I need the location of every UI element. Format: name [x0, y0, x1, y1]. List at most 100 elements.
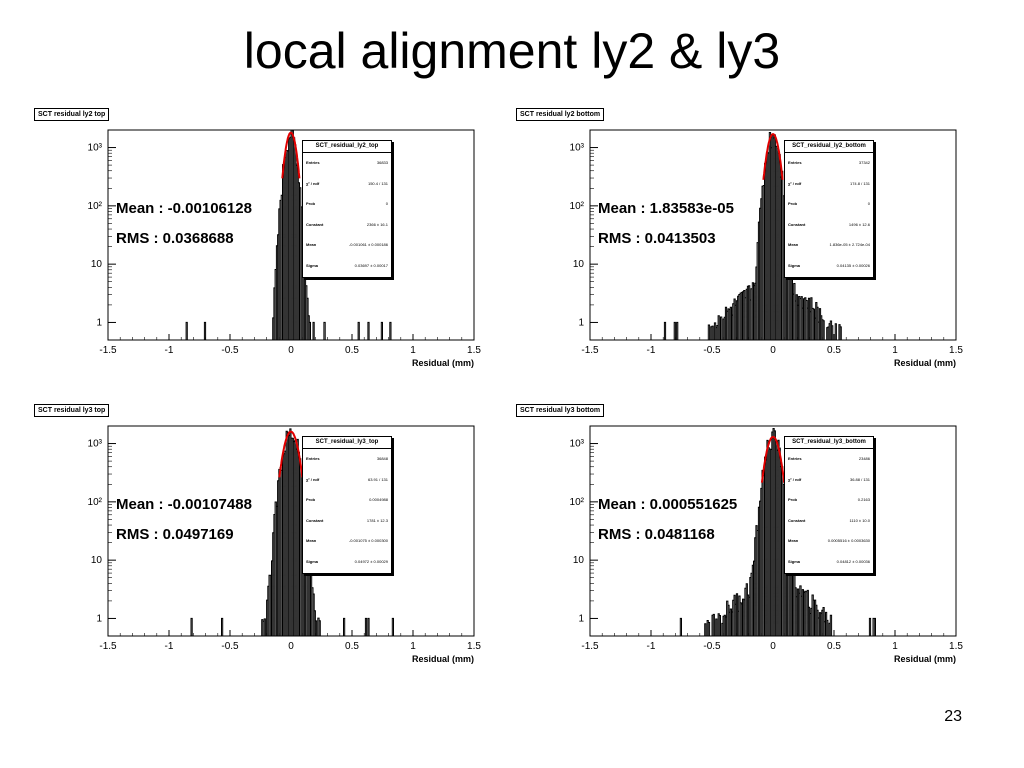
- stat-label: χ² / ndf: [788, 476, 802, 482]
- y-tick-label: 10²: [88, 201, 103, 212]
- x-tick-label: 1: [410, 641, 416, 652]
- stat-value: 37342: [858, 160, 870, 165]
- stats-title: SCT_residual_ly2_top: [303, 141, 391, 153]
- stats-box: SCT_residual_ly3_bottom Entries 23486 χ² / …: [784, 436, 874, 574]
- stat-value: 1110 ± 10.0: [849, 517, 870, 523]
- y-tick-label: 10: [573, 259, 585, 270]
- x-tick-label: -1.5: [581, 641, 599, 652]
- stat-value: 1496 ± 12.6: [848, 221, 870, 227]
- panel-tag: SCT residual ly3 top: [34, 404, 110, 417]
- y-tick-label: 10³: [570, 143, 585, 154]
- stat-label: Entries: [306, 456, 320, 461]
- x-tick-label: -1: [165, 641, 174, 652]
- slide-title: local alignment ly2 & ly3: [243, 23, 781, 79]
- stat-value: 0.04135 ± 0.00026: [836, 262, 870, 268]
- stat-value: 0.04812 ± 0.00036: [836, 558, 870, 564]
- gaussian-fit-curve: [762, 133, 784, 180]
- rms-annotation: RMS : 0.0497169: [116, 526, 234, 543]
- stat-row: Prob 0.0004988: [303, 490, 391, 511]
- y-tick-label: 1: [578, 317, 584, 328]
- x-tick-label: -0.5: [221, 345, 239, 356]
- stat-value: 0.03697 ± 0.00017: [354, 262, 388, 268]
- stat-row: Mean 0.0005516 ± 0.0003630: [785, 531, 873, 552]
- histogram-svg: -1.5 -1 -0.5 0 0.5 1 1.5 1 10 10² 10³ Residual (mm): [88, 129, 481, 368]
- y-tick-label: 1: [96, 317, 102, 328]
- x-tick-label: 0: [288, 345, 294, 356]
- stat-value: 36833: [376, 160, 388, 165]
- x-tick-label: 0.5: [827, 641, 841, 652]
- stat-row: χ² / ndf 174.8 / 131: [785, 174, 873, 195]
- x-tick-label: -1: [647, 345, 656, 356]
- rms-annotation: RMS : 0.0481168: [598, 526, 715, 543]
- stat-label: Entries: [788, 456, 802, 461]
- stat-label: χ² / ndf: [306, 476, 320, 482]
- stat-label: Constant: [788, 517, 806, 523]
- stat-value: 0.0004988: [369, 497, 388, 502]
- stat-label: Sigma: [788, 558, 801, 564]
- y-tick-label: 10²: [570, 201, 585, 212]
- x-tick-label: 1: [410, 345, 416, 356]
- gaussian-fit-curve: [760, 435, 786, 483]
- histogram-panel-ly3-top: -1.5 -1 -0.5 0 0.5 1 1.5 1 10 10² 10³ Residual (mm)…: [32, 404, 492, 684]
- stat-value: 63.91 / 131: [367, 476, 388, 482]
- stat-row: Mean 1.836e-05 ± 2.724e-04: [785, 235, 873, 256]
- stat-label: Entries: [788, 160, 802, 165]
- stats-title: SCT_residual_ly3_bottom: [785, 437, 873, 449]
- stats-title: SCT_residual_ly3_top: [303, 437, 391, 449]
- stat-value: 174.8 / 131: [849, 180, 870, 186]
- stat-row: Mean -0.001061 ± 0.000186: [303, 235, 391, 256]
- x-tick-label: -1: [647, 641, 656, 652]
- stat-label: Mean: [306, 242, 317, 247]
- x-tick-label: 1.5: [467, 345, 481, 356]
- stat-label: Mean: [788, 538, 799, 543]
- stat-label: Prob: [788, 201, 798, 206]
- y-tick-label: 10³: [88, 439, 103, 450]
- stat-label: Prob: [788, 497, 798, 502]
- stat-label: Prob: [306, 497, 316, 502]
- y-tick-label: 10²: [88, 497, 103, 508]
- x-tick-label: 0: [770, 345, 776, 356]
- y-tick-label: 10: [91, 555, 103, 566]
- stat-row: Entries 23486: [785, 449, 873, 470]
- x-axis-label: Residual (mm): [894, 654, 956, 664]
- stat-label: χ² / ndf: [788, 180, 802, 186]
- stats-box: SCT_residual_ly3_top Entries 36848 χ² / ndf…: [302, 436, 392, 574]
- stat-label: Sigma: [788, 262, 801, 268]
- x-tick-label: 0: [770, 641, 776, 652]
- x-axis-label: Residual (mm): [412, 654, 474, 664]
- stats-title: SCT_residual_ly2_bottom: [785, 141, 873, 153]
- stat-row: Sigma 0.04135 ± 0.00026: [785, 256, 873, 277]
- stat-row: Entries 36833: [303, 153, 391, 174]
- stat-row: Sigma 0.04972 ± 0.00029: [303, 552, 391, 573]
- stat-value: 0: [867, 201, 870, 206]
- gaussian-fit-curve: [281, 131, 301, 179]
- stat-value: 2366 ± 16.1: [366, 221, 388, 227]
- gaussian-fit-curve: [278, 430, 304, 478]
- stat-row: Entries 37342: [785, 153, 873, 174]
- panel-tag: SCT residual ly3 bottom: [516, 404, 605, 417]
- stat-value: 23486: [858, 456, 870, 461]
- y-tick-label: 10: [91, 259, 103, 270]
- stat-value: 150.4 / 131: [367, 180, 388, 186]
- stat-row: Sigma 0.04812 ± 0.00036: [785, 552, 873, 573]
- stat-value: 0: [385, 201, 388, 206]
- histogram-panel-ly2-bottom: -1.5 -1 -0.5 0 0.5 1 1.5 1 10 10² 10³ Residual (mm)…: [514, 108, 974, 388]
- y-tick-label: 10²: [570, 497, 585, 508]
- y-tick-label: 10: [573, 555, 585, 566]
- stat-label: Prob: [306, 201, 316, 206]
- stat-row: Prob 0: [785, 194, 873, 215]
- stat-label: Mean: [306, 538, 317, 543]
- x-tick-label: 0.5: [827, 345, 841, 356]
- x-tick-label: -1.5: [99, 345, 117, 356]
- x-tick-label: -1.5: [581, 345, 599, 356]
- stat-row: χ² / ndf 36.88 / 131: [785, 470, 873, 491]
- stat-row: Prob 0: [303, 194, 391, 215]
- stat-value: 36848: [376, 456, 388, 461]
- stat-row: Constant 1781 ± 12.3: [303, 511, 391, 532]
- x-tick-label: 1: [892, 641, 898, 652]
- y-tick-label: 10³: [570, 439, 585, 450]
- stat-row: Prob 0.2163: [785, 490, 873, 511]
- x-tick-label: -0.5: [703, 345, 721, 356]
- stat-row: Constant 2366 ± 16.1: [303, 215, 391, 236]
- histogram-svg: -1.5 -1 -0.5 0 0.5 1 1.5 1 10 10² 10³ Residual (mm): [570, 425, 963, 664]
